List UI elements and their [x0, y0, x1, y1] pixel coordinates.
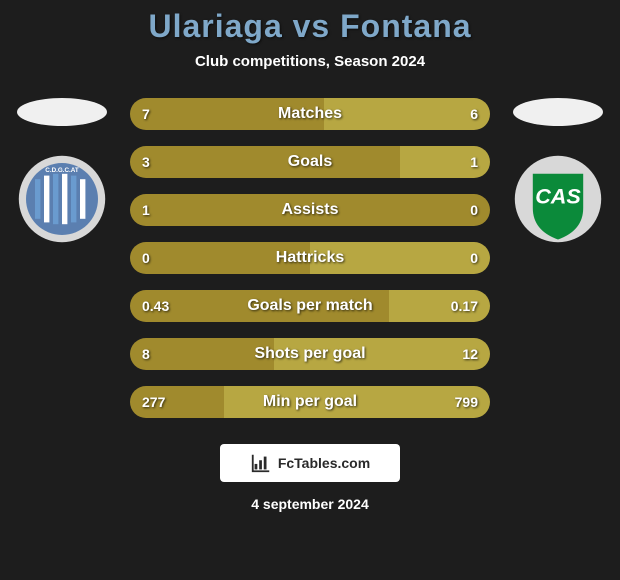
- date-label: 4 september 2024: [0, 496, 620, 512]
- footer-box[interactable]: FcTables.com: [220, 444, 400, 482]
- crest-left: C.D.G.C.AT: [17, 154, 107, 244]
- stat-row: Min per goal 277 799: [130, 386, 490, 418]
- stat-label: Assists: [282, 201, 339, 219]
- stat-row: Assists 1 0: [130, 194, 490, 226]
- stat-label: Shots per goal: [254, 345, 365, 363]
- stat-row: Hattricks 0 0: [130, 242, 490, 274]
- side-left: C.D.G.C.AT: [2, 98, 122, 244]
- stat-value-right: 0: [470, 250, 478, 266]
- stat-value-right: 799: [455, 394, 478, 410]
- stat-row: Shots per goal 8 12: [130, 338, 490, 370]
- stat-value-right: 1: [470, 154, 478, 170]
- page-title: Ulariaga vs Fontana: [0, 8, 620, 45]
- bar-right-fill: [324, 98, 490, 130]
- stat-label: Min per goal: [263, 393, 357, 411]
- stat-bars: Matches 7 6 Goals 3 1 Assists 1 0 Hattricks 0 0 Goal…: [130, 98, 490, 418]
- comparison-container: Ulariaga vs Fontana Club competitions, S…: [0, 0, 620, 580]
- flag-left: [17, 98, 107, 126]
- flag-right: [513, 98, 603, 126]
- stat-value-right: 6: [470, 106, 478, 122]
- stat-value-left: 1: [142, 202, 150, 218]
- stat-label: Hattricks: [276, 249, 344, 267]
- stat-label: Goals: [288, 153, 332, 171]
- chart-icon: [250, 452, 272, 474]
- page-subtitle: Club competitions, Season 2024: [0, 53, 620, 70]
- bar-left-fill: [130, 338, 274, 370]
- stat-row: Goals 3 1: [130, 146, 490, 178]
- stat-value-left: 0: [142, 250, 150, 266]
- crest-left-text: C.D.G.C.AT: [45, 167, 79, 174]
- stat-row: Goals per match 0.43 0.17: [130, 290, 490, 322]
- crest-right-text: CAS: [535, 184, 581, 209]
- bar-left-fill: [130, 146, 400, 178]
- stat-row: Matches 7 6: [130, 98, 490, 130]
- footer-text: FcTables.com: [278, 455, 370, 471]
- stat-value-left: 277: [142, 394, 165, 410]
- content-row: C.D.G.C.AT Matches76Goals31Assists10Hatt…: [0, 98, 620, 418]
- stat-value-right: 12: [462, 346, 478, 362]
- stat-value-right: 0: [470, 202, 478, 218]
- stat-value-left: 3: [142, 154, 150, 170]
- side-right: CAS: [498, 98, 618, 244]
- stat-value-left: 7: [142, 106, 150, 122]
- stat-value-left: 0.43: [142, 298, 169, 314]
- stat-label: Matches: [278, 105, 342, 123]
- stat-label: Goals per match: [247, 297, 372, 315]
- stat-value-right: 0.17: [451, 298, 478, 314]
- stat-value-left: 8: [142, 346, 150, 362]
- crest-right: CAS: [513, 154, 603, 244]
